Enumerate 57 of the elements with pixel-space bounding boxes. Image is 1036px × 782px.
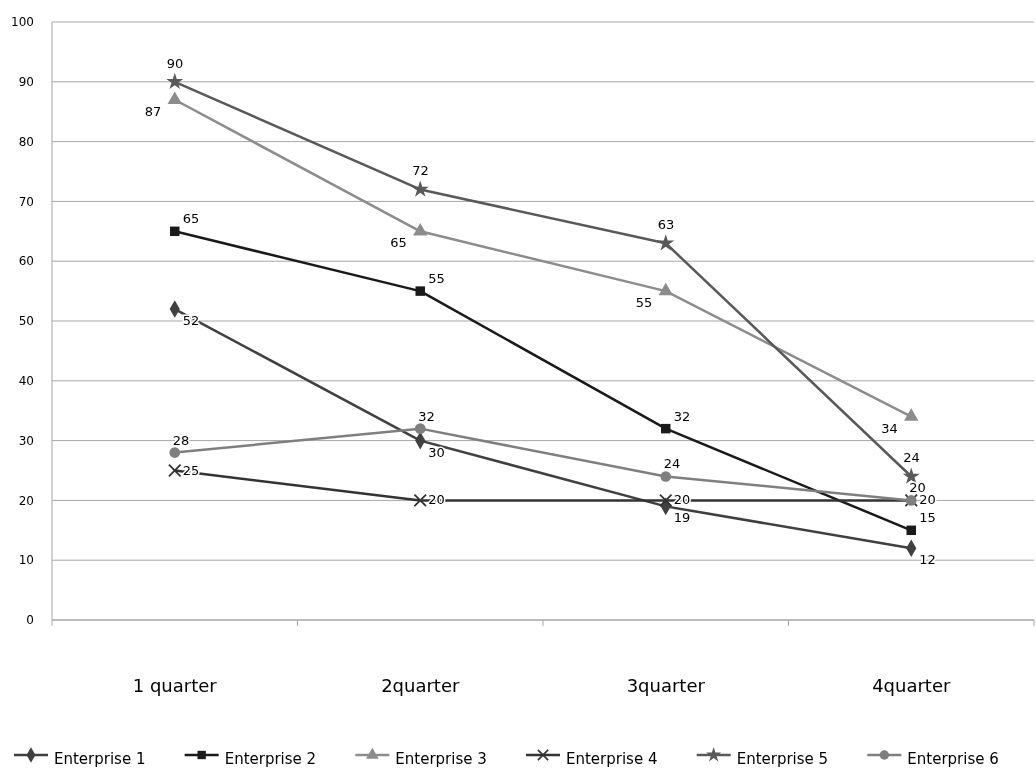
data-label: 24 xyxy=(903,450,920,466)
point xyxy=(168,463,182,478)
data-label: 30 xyxy=(428,444,445,460)
x-tick-label: 2quarter xyxy=(381,675,460,696)
point xyxy=(658,282,673,296)
data-label: 24 xyxy=(663,456,681,472)
point xyxy=(904,408,919,421)
y-tick-label: 70 xyxy=(18,194,34,209)
data-label: 90 xyxy=(166,55,184,71)
point xyxy=(659,493,673,508)
x-tick-label: 3quarter xyxy=(626,675,706,696)
point xyxy=(661,423,671,434)
y-tick-label: 100 xyxy=(11,15,34,30)
point xyxy=(415,286,425,296)
point xyxy=(166,72,184,90)
y-tick-label: 40 xyxy=(18,374,34,388)
point xyxy=(167,91,182,104)
y-tick-label: 20 xyxy=(18,493,34,508)
y-tick-label: 30 xyxy=(18,433,34,448)
point xyxy=(414,423,426,434)
y-tick-label: 90 xyxy=(18,75,34,89)
point xyxy=(169,447,181,458)
data-label: 55 xyxy=(428,271,445,287)
point xyxy=(660,471,672,482)
point xyxy=(906,525,916,536)
data-label: 65 xyxy=(390,235,407,251)
y-tick-label: 60 xyxy=(18,254,34,269)
legend-label: Enterprise 6 xyxy=(907,750,999,768)
data-label: 65 xyxy=(182,211,200,227)
x-tick-label: 1 quarter xyxy=(132,675,218,696)
legend-label: Enterprise 5 xyxy=(736,750,829,768)
data-label: 72 xyxy=(412,163,429,179)
legend-label: Enterprise 2 xyxy=(224,750,317,768)
point xyxy=(413,493,427,508)
y-tick-label: 50 xyxy=(18,314,34,329)
point xyxy=(411,180,429,197)
data-label: 32 xyxy=(673,408,691,424)
data-label: 28 xyxy=(172,432,190,448)
data-label: 19 xyxy=(673,510,691,526)
data-label: 34 xyxy=(881,420,898,436)
data-label: 32 xyxy=(418,408,435,424)
data-label: 15 xyxy=(919,510,936,526)
y-tick-label: 0 xyxy=(26,613,34,628)
y-tick-label: 80 xyxy=(18,134,34,149)
legend-label: Enterprise 3 xyxy=(395,750,487,768)
point xyxy=(170,226,180,237)
data-label: 55 xyxy=(635,295,653,311)
y-tick-label: 10 xyxy=(18,553,34,568)
x-tick-label: 4quarter xyxy=(872,675,951,696)
legend-label: Enterprise 4 xyxy=(566,750,658,768)
data-label: 63 xyxy=(657,217,675,233)
point xyxy=(657,234,675,251)
point xyxy=(902,467,920,484)
data-label: 87 xyxy=(144,103,162,119)
point xyxy=(413,222,428,236)
legend-label: Enterprise 1 xyxy=(54,750,146,768)
data-label: 12 xyxy=(919,552,936,568)
